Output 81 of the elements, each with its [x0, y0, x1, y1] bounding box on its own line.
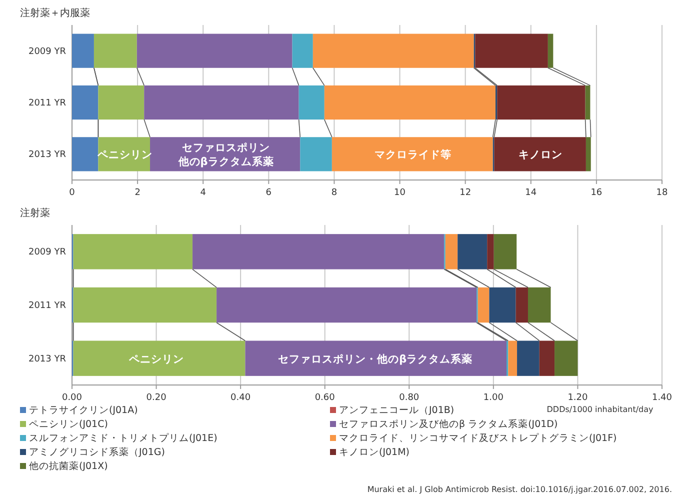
chart-title: 注射薬 — [20, 207, 50, 219]
y-tick-label: 2009 YR — [28, 46, 66, 57]
bar — [72, 85, 98, 120]
x-tick-label: 0.60 — [314, 393, 336, 403]
bar — [216, 287, 477, 323]
bar — [298, 85, 324, 120]
bar — [312, 34, 474, 68]
chart-title: 注射薬＋内服薬 — [20, 7, 90, 19]
bar — [497, 85, 586, 120]
bar — [72, 137, 98, 172]
y-tick-label: 2011 YR — [28, 98, 66, 108]
x-tick-label: 0.40 — [230, 393, 251, 403]
bar — [528, 287, 551, 323]
legend-label: セファロスポリン及び他のβ ラクタム系薬(J01D) — [339, 418, 558, 430]
bar — [73, 340, 246, 376]
x-tick-label: 12 — [460, 188, 472, 198]
y-tick-label: 2011 YR — [28, 301, 66, 311]
x-tick-label: 6 — [266, 188, 272, 198]
x-tick-label: 8 — [331, 188, 338, 198]
annotation: セファロスポリン — [182, 142, 270, 154]
bar — [586, 137, 591, 172]
bar — [494, 137, 586, 172]
bar — [94, 34, 137, 68]
text: Muraki et al. J Glob Antimicrob Resist. doi:10.1016/j.jgar.2016.07.002, 2016. — [367, 485, 672, 494]
x-tick-label: 0.00 — [62, 393, 82, 403]
bar — [73, 234, 193, 270]
bar — [292, 34, 313, 68]
bar — [73, 287, 217, 323]
x-tick-label: 16 — [590, 188, 602, 198]
legend-label: アンフェニコール（J01B) — [339, 405, 454, 416]
x-tick-label: 1.00 — [483, 393, 504, 403]
legend-label: テトラサイクリン(J01A) — [29, 405, 138, 416]
bar — [585, 85, 590, 120]
legend-label: 他の抗菌薬(J01X) — [29, 460, 108, 472]
bar — [494, 234, 517, 270]
x-tick-label: 2 — [134, 188, 140, 198]
x-tick-label: 0.80 — [399, 393, 420, 403]
x-tick-label: 18 — [656, 188, 668, 198]
bar — [98, 85, 144, 120]
x-tick-label: 0.20 — [146, 393, 167, 403]
bar — [98, 137, 150, 172]
x-tick-label: 14 — [525, 188, 537, 198]
bar — [478, 287, 490, 323]
legend-label: マクロライド、リンコサマイド及びストレプトグラミン(J01F) — [339, 432, 617, 444]
y-tick-label: 2013 YR — [28, 354, 66, 364]
bar — [539, 340, 555, 376]
bar — [489, 287, 516, 323]
bar — [300, 137, 332, 172]
bar — [245, 340, 506, 376]
x-axis-title: DDDs/1000 inhabitant/day — [546, 405, 654, 414]
x-tick-label: 1.40 — [652, 393, 672, 403]
x-tick-label: 10 — [394, 188, 406, 198]
x-tick-label: 1.20 — [568, 393, 588, 403]
bar — [136, 34, 292, 68]
bar — [516, 287, 528, 323]
bar — [72, 34, 94, 68]
bar — [458, 234, 488, 270]
bar — [487, 234, 494, 270]
bar — [192, 234, 444, 270]
bar — [548, 34, 554, 68]
legend-label: スルフォンアミド・トリメトプリム(J01E) — [29, 432, 218, 444]
y-tick-label: 2009 YR — [28, 248, 66, 258]
x-tick-label: 0 — [69, 188, 76, 198]
annotation: セファロスポリン・他のβラクタム系薬 — [278, 352, 473, 366]
legend-label: キノロン(J01M) — [339, 447, 410, 458]
x-tick-label: 4 — [200, 188, 206, 198]
bar — [445, 234, 458, 270]
bar — [517, 340, 540, 376]
bar — [475, 34, 548, 68]
annotation: 他のβラクタム系薬 — [177, 155, 274, 168]
legend-label: アミノグリコシド系薬（J01G) — [29, 446, 165, 458]
annotation: ペニシリン — [128, 353, 184, 366]
annotation: キノロン — [518, 149, 563, 162]
y-tick-label: 2013 YR — [28, 150, 66, 160]
bar — [554, 340, 578, 376]
bar — [508, 340, 518, 376]
bar — [144, 85, 299, 120]
annotation: マクロライド等 — [374, 148, 452, 162]
legend-label: ペニシリン(J01C) — [29, 419, 108, 430]
bar — [332, 137, 493, 172]
bar — [324, 85, 496, 120]
